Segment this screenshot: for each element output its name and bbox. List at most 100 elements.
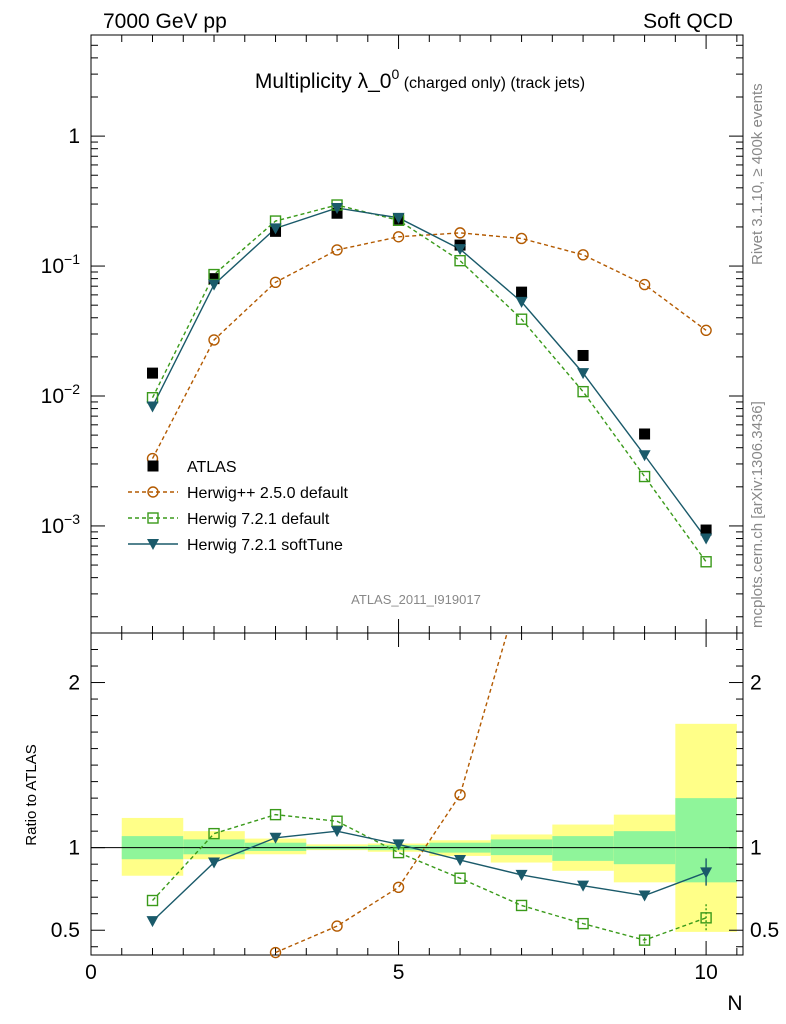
- y-tick-label-base: 10: [41, 385, 64, 408]
- herwig-7-2-1-marker: [208, 268, 220, 281]
- herwig-2-5-0-marker: [331, 244, 343, 256]
- series-markers: [146, 199, 713, 959]
- herwig-7-2-1-softtune-marker: [146, 916, 159, 928]
- y-tick-label-exponent: −2: [64, 381, 80, 397]
- ratio-y-tick-label-right: 1: [750, 837, 762, 860]
- legend-entry-h25: Herwig++ 2.5.0 default: [128, 485, 349, 502]
- legend-entry-atlas: ATLAS: [147, 459, 237, 476]
- herwig-7-2-1-marker: [638, 934, 651, 946]
- legend-entry-soft: Herwig 7.2.1 softTune: [128, 537, 343, 554]
- herwig-7-2-1-marker: [700, 556, 712, 568]
- stat-uncertainty-band: [552, 836, 614, 861]
- herwig-2-5-0-marker: [208, 334, 220, 346]
- y-tick-label-exponent: −1: [64, 251, 80, 267]
- herwig-7-2-1-softtune-marker: [208, 857, 221, 869]
- herwig-2-5-0-marker: [638, 278, 651, 291]
- x-tick-label: 5: [393, 961, 405, 984]
- h721-line: [151, 204, 707, 563]
- y-tick-label-base: 10: [41, 255, 64, 278]
- rivet-label: Rivet 3.1.10, ≥ 400k events: [749, 83, 766, 265]
- x-tick-label: 0: [85, 961, 97, 984]
- herwig-2-5-0-marker: [147, 486, 159, 498]
- herwig-2-5-0-marker: [515, 232, 528, 245]
- herwig-7-2-1-marker: [147, 512, 159, 524]
- h25-line: [275, 633, 508, 954]
- y-tick-label: 10−3: [41, 511, 81, 538]
- ratio-y-tick-label-left: 1: [68, 837, 80, 860]
- herwig-7-2-1-marker: [269, 808, 282, 821]
- series-lines: [151, 204, 707, 954]
- atlas-marker: [147, 367, 159, 379]
- legend-label: Herwig 7.2.1 default: [187, 511, 330, 528]
- herwig-7-2-1-softtune-marker: [392, 212, 405, 224]
- header-right: Soft QCD: [643, 10, 733, 33]
- y-tick-label-exponent: −3: [64, 511, 80, 527]
- header-left: 7000 GeV pp: [103, 10, 227, 33]
- herwig-2-5-0-marker: [454, 227, 466, 239]
- atlas-marker: [147, 460, 159, 472]
- main-series-lines: [151, 204, 707, 563]
- analysis-watermark: ATLAS_2011_I919017: [351, 592, 481, 607]
- plot-title-superscript: 0: [391, 66, 399, 82]
- herwig-7-2-1-softtune-marker: [146, 401, 159, 413]
- ratio-y-tick-label-left: 2: [68, 672, 80, 695]
- soft-line: [151, 207, 707, 539]
- herwig-2-5-0-marker: [269, 946, 282, 959]
- herwig-7-2-1-marker: [515, 899, 528, 912]
- herwig-7-2-1-marker: [638, 470, 651, 483]
- h25-line: [151, 232, 707, 459]
- y-tick-label: 10−2: [41, 381, 81, 408]
- stat-uncertainty-band: [183, 839, 245, 855]
- herwig-2-5-0-marker: [392, 231, 405, 243]
- y-tick-label-base: 10: [41, 515, 64, 538]
- herwig-2-5-0-marker: [454, 789, 466, 801]
- legend: ATLAS Herwig++ 2.5.0 default Herwig 7.2.1 …: [128, 459, 349, 554]
- herwig-7-2-1-softtune-marker: [638, 450, 651, 462]
- herwig-7-2-1-softtune-marker: [515, 869, 528, 881]
- atlas-marker: [577, 349, 589, 361]
- ratio-series-lines: [151, 633, 707, 954]
- herwig-7-2-1-softtune-marker: [208, 279, 221, 291]
- herwig-7-2-1-softtune-marker: [454, 244, 467, 256]
- plot-title: Multiplicity λ_00 (charged only) (track …: [255, 66, 585, 93]
- soft-line: [152, 830, 707, 922]
- herwig-7-2-1-softtune-marker: [700, 533, 713, 545]
- herwig-7-2-1-marker: [515, 313, 528, 325]
- herwig-7-2-1-softtune-marker: [577, 368, 590, 380]
- stat-uncertainty-band: [244, 842, 307, 851]
- legend-label: ATLAS: [187, 459, 237, 476]
- ratio-y-tick-label-right: 0.5: [750, 919, 779, 942]
- atlas-marker: [639, 428, 651, 440]
- herwig-2-5-0-marker: [577, 249, 589, 261]
- y-tick-label-base: 1: [68, 125, 80, 148]
- legend-entry-h721: Herwig 7.2.1 default: [128, 511, 330, 528]
- ratio-plot-frame: [90, 632, 744, 956]
- herwig-7-2-1-marker: [208, 827, 220, 840]
- herwig-2-5-0-marker: [700, 324, 712, 337]
- herwig-2-5-0-marker: [392, 881, 405, 893]
- herwig-7-2-1-marker: [146, 894, 159, 907]
- herwig-7-2-1-marker: [577, 917, 589, 930]
- ratio-y-axis-label: Ratio to ATLAS: [23, 744, 40, 845]
- atlas-marker: [208, 273, 220, 285]
- herwig-7-2-1-softtune-marker: [454, 855, 467, 867]
- herwig-7-2-1-softtune-marker: [147, 539, 159, 550]
- herwig-7-2-1-softtune-marker: [515, 296, 528, 308]
- herwig-7-2-1-softtune-marker: [392, 839, 405, 851]
- plot-title-main: Multiplicity λ_0: [255, 70, 392, 93]
- herwig-7-2-1-softtune-marker: [331, 826, 344, 838]
- atlas-marker: [700, 524, 712, 536]
- herwig-7-2-1-softtune-marker: [331, 202, 344, 214]
- herwig-7-2-1-softtune-marker: [577, 880, 590, 892]
- herwig-7-2-1-marker: [454, 254, 466, 267]
- plot-title-note: (charged only) (track jets): [399, 75, 585, 92]
- x-axis-label: N: [727, 992, 742, 1015]
- ratio-y-tick-label-right: 2: [750, 672, 762, 695]
- ratio-y-tick-label-left: 0.5: [51, 919, 80, 942]
- legend-label: Herwig++ 2.5.0 default: [187, 485, 349, 502]
- herwig-7-2-1-softtune-marker: [269, 223, 282, 235]
- atlas-marker: [516, 286, 528, 298]
- herwig-2-5-0-marker: [331, 920, 343, 932]
